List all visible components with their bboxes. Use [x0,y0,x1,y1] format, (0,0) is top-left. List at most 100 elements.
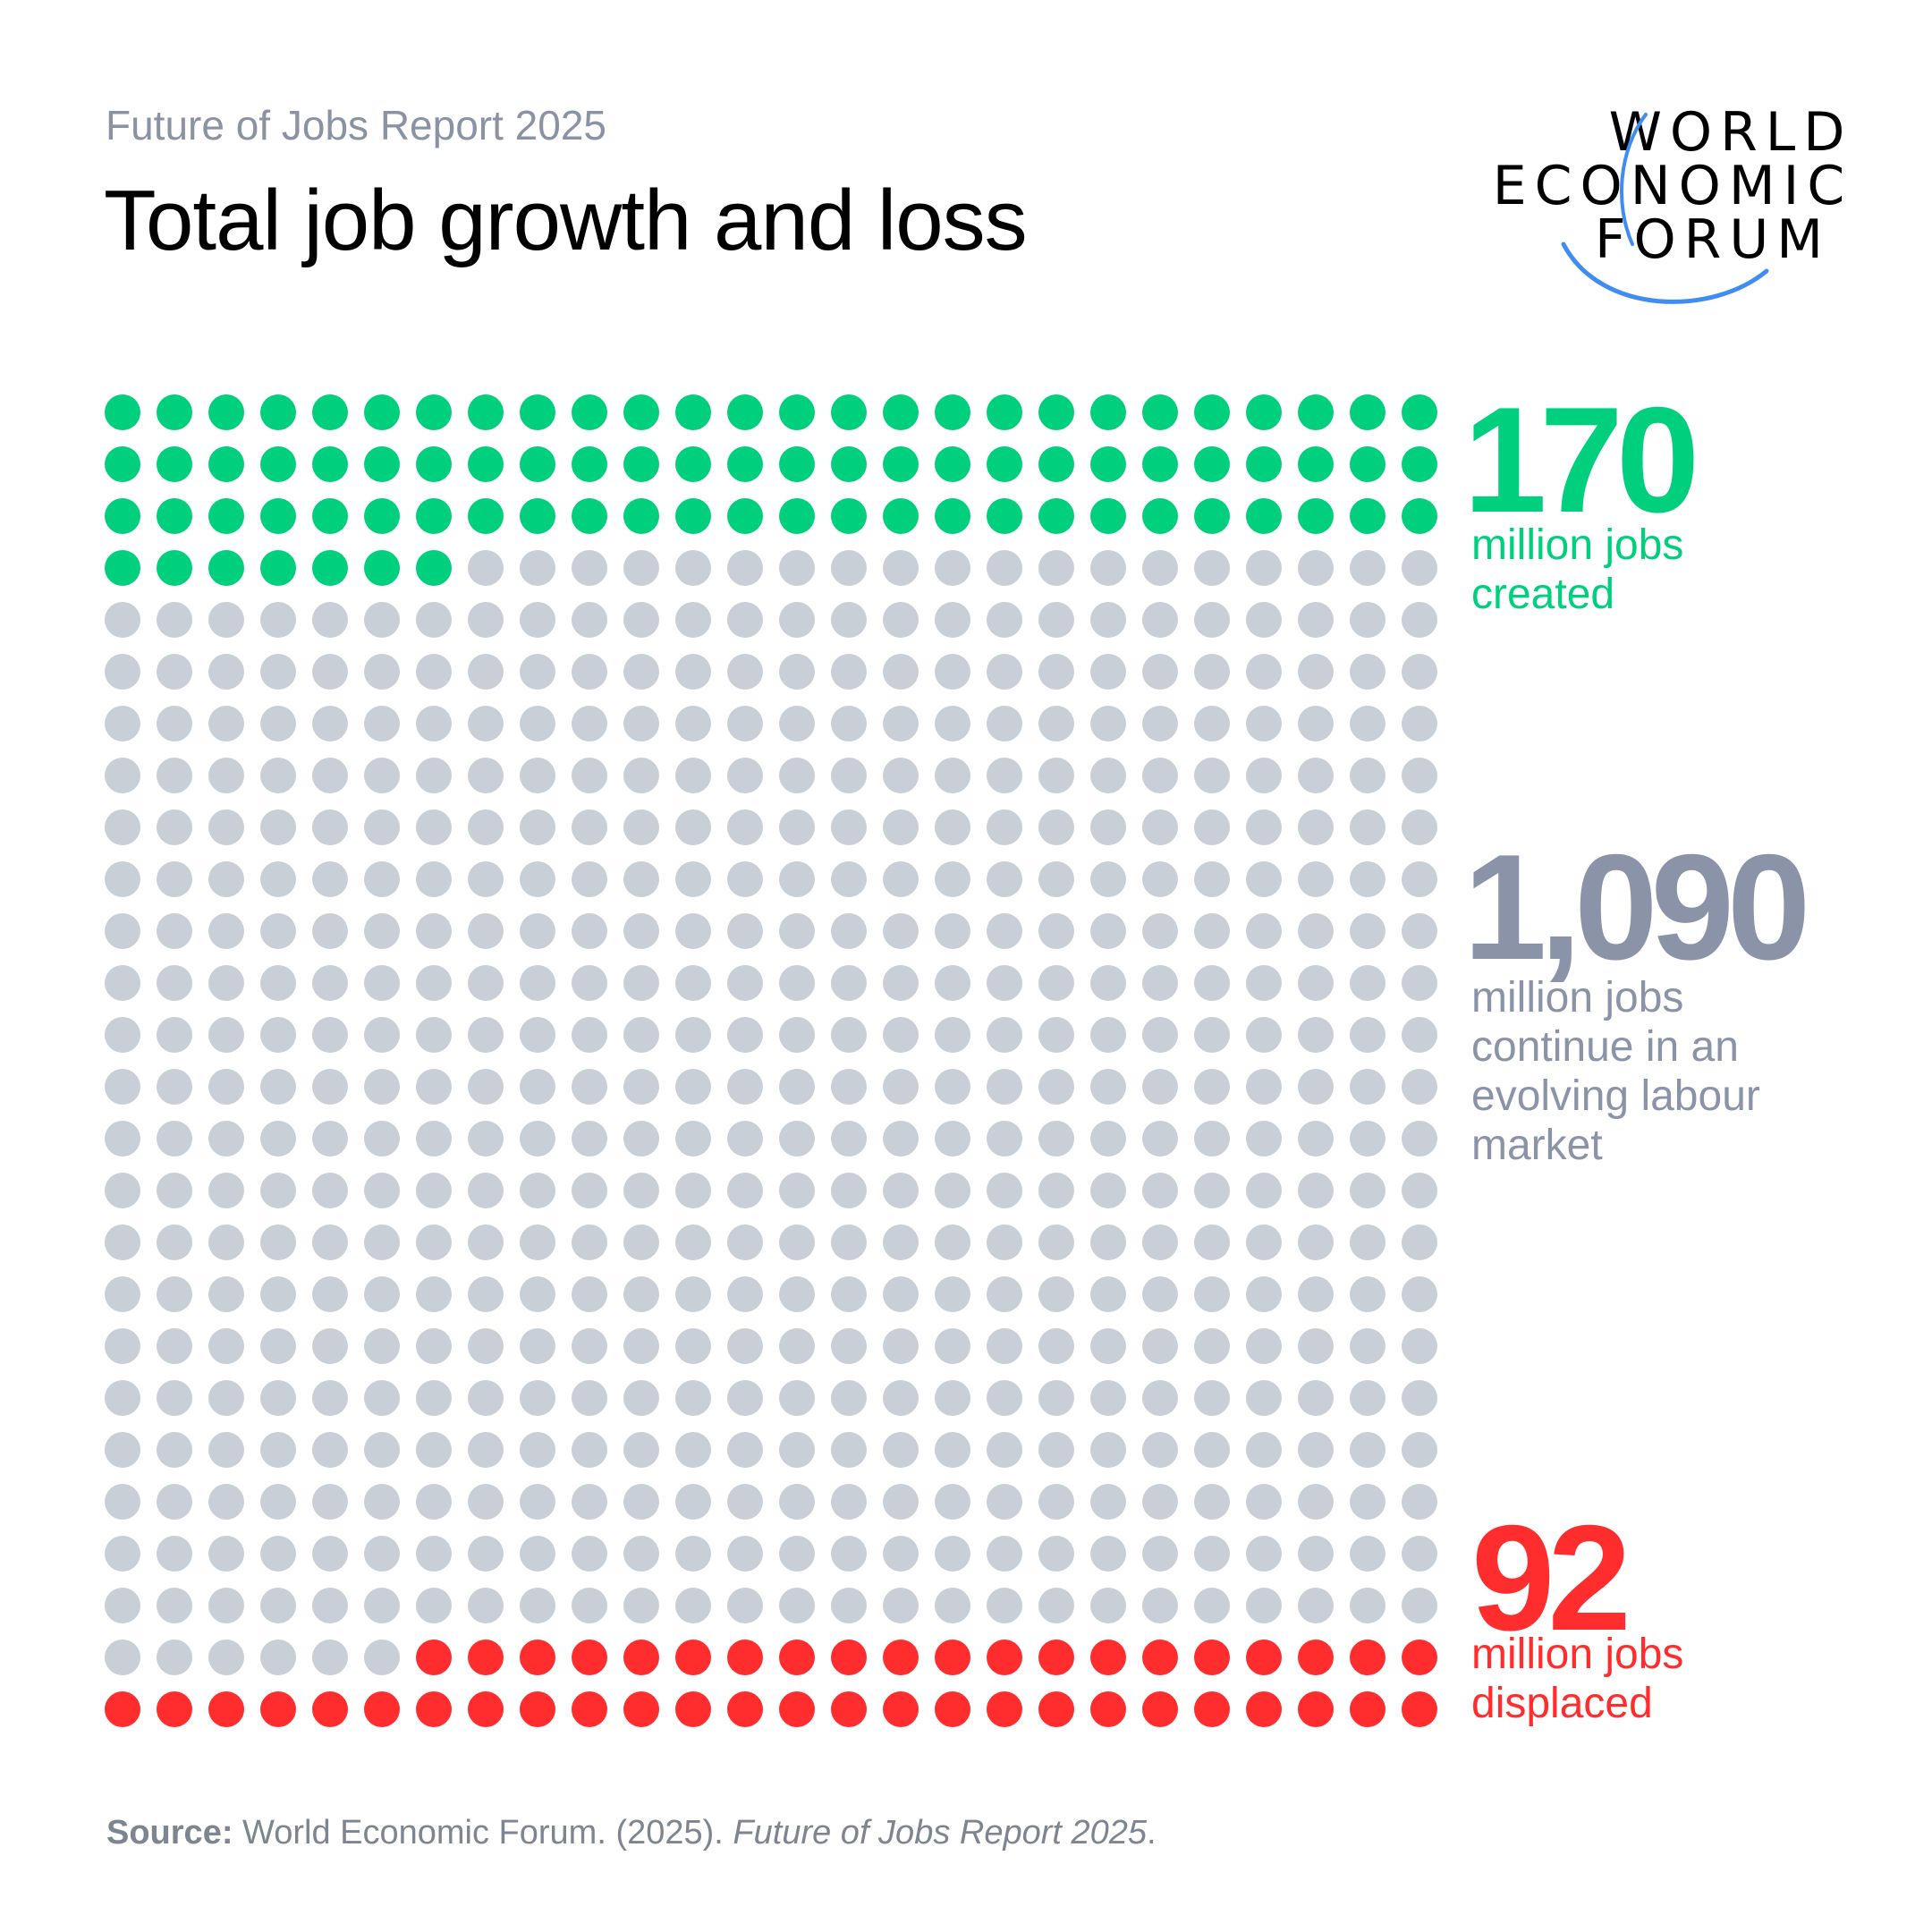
dot-continue [883,861,919,897]
dot-created [208,498,244,534]
dot-continue [520,1536,555,1572]
dot-continue [1298,602,1334,638]
dot-continue [1194,1432,1230,1468]
dot-continue [1350,1069,1385,1105]
dot-continue [208,861,244,897]
dot-continue [779,1588,815,1623]
dot-continue [364,965,400,1001]
dot-continue [675,1432,711,1468]
stat-continue-desc-line: evolving labour [1471,1072,1760,1120]
dot-continue [727,913,763,949]
dot-continue [1090,965,1126,1001]
dot-continue [727,1121,763,1157]
dot-continue [675,1276,711,1312]
dot-continue [468,1484,504,1520]
dot-continue [831,1069,867,1105]
dot-continue [1402,1224,1437,1260]
dot-continue [572,1017,607,1053]
dot-continue [105,1276,140,1312]
dot-continue [883,1380,919,1416]
dot-continue [675,706,711,741]
dot-continue [1246,1484,1282,1520]
dot-continue [987,706,1022,741]
dot-continue [520,965,555,1001]
dot-continue [831,1380,867,1416]
dot-created [675,394,711,430]
dot-created [1298,446,1334,482]
dot-continue [1038,861,1074,897]
dot-continue [779,706,815,741]
dot-continue [883,1588,919,1623]
stat-displaced-value: 92 [1471,1494,1631,1662]
dot-continue [364,1121,400,1157]
dot-created [675,498,711,534]
stat-displaced-desc-line: million jobs [1471,1631,1684,1678]
dot-continue [105,1121,140,1157]
dot-continue [987,1017,1022,1053]
dot-displaced [468,1691,504,1727]
dot-continue [468,1588,504,1623]
dot-continue [1142,1069,1178,1105]
dot-displaced [1142,1691,1178,1727]
dot-displaced [1246,1691,1282,1727]
dot-displaced [208,1691,244,1727]
dot-continue [1298,965,1334,1001]
dot-continue [105,1432,140,1468]
dot-continue [1090,1328,1126,1364]
stat-displaced-desc-line: displaced [1471,1680,1653,1727]
dot-continue [675,1069,711,1105]
dot-continue [572,1224,607,1260]
dot-created [1142,394,1178,430]
dot-continue [1350,861,1385,897]
dot-continue [157,1588,192,1623]
dot-continue [1350,1588,1385,1623]
dot-continue [1142,913,1178,949]
dot-continue [987,1121,1022,1157]
dot-continue [831,550,867,586]
dot-displaced [520,1691,555,1727]
dot-continue [1402,550,1437,586]
dot-continue [208,1121,244,1157]
dot-continue [1350,550,1385,586]
dot-displaced [105,1691,140,1727]
dot-continue [1246,1588,1282,1623]
dot-continue [1194,1069,1230,1105]
dot-continue [1402,654,1437,690]
dot-displaced [157,1691,192,1727]
dot-created [1038,498,1074,534]
dot-created [312,550,348,586]
dot-created [157,394,192,430]
dot-continue [1142,1380,1178,1416]
dot-continue [831,965,867,1001]
dot-continue [208,758,244,793]
dot-continue [364,861,400,897]
dot-continue [208,1276,244,1312]
dot-continue [105,654,140,690]
dot-created [987,394,1022,430]
dot-continue [1038,1224,1074,1260]
dot-continue [1142,1484,1178,1520]
dot-created [364,550,400,586]
dot-continue [1246,913,1282,949]
dot-continue [1090,1536,1126,1572]
dot-created [935,394,970,430]
dot-continue [623,602,659,638]
dot-continue [727,550,763,586]
dot-continue [1246,758,1282,793]
dot-continue [1246,1224,1282,1260]
dot-continue [416,654,452,690]
dot-continue [157,1484,192,1520]
dot-continue [157,965,192,1001]
dot-continue [1038,602,1074,638]
dot-continue [468,913,504,949]
dot-displaced [727,1691,763,1727]
dot-continue [1402,1069,1437,1105]
dot-continue [727,1276,763,1312]
source-report-title: Future of Jobs Report 2025 [733,1814,1148,1852]
dot-continue [987,809,1022,845]
dot-created [364,446,400,482]
wef-logo: WORLD ECONOMIC FORUM [1485,97,1860,320]
stat-continue-desc-line: continue in an [1471,1023,1739,1071]
dot-continue [935,758,970,793]
dot-continue [260,1017,296,1053]
